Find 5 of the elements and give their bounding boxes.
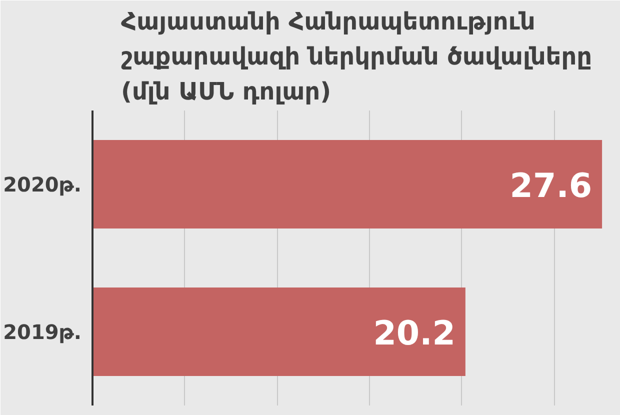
y-tick-label: 2019թ. xyxy=(3,320,82,344)
y-tick-label: 2020թ. xyxy=(3,172,82,196)
data-label: 20.2 xyxy=(373,313,456,352)
data-label: 27.6 xyxy=(510,166,592,205)
chart-title: Հայաստանի Հանրապետություն շաքարավազի ներկրման ծավալները (մլն ԱՄՆ դոլար) xyxy=(120,8,592,106)
